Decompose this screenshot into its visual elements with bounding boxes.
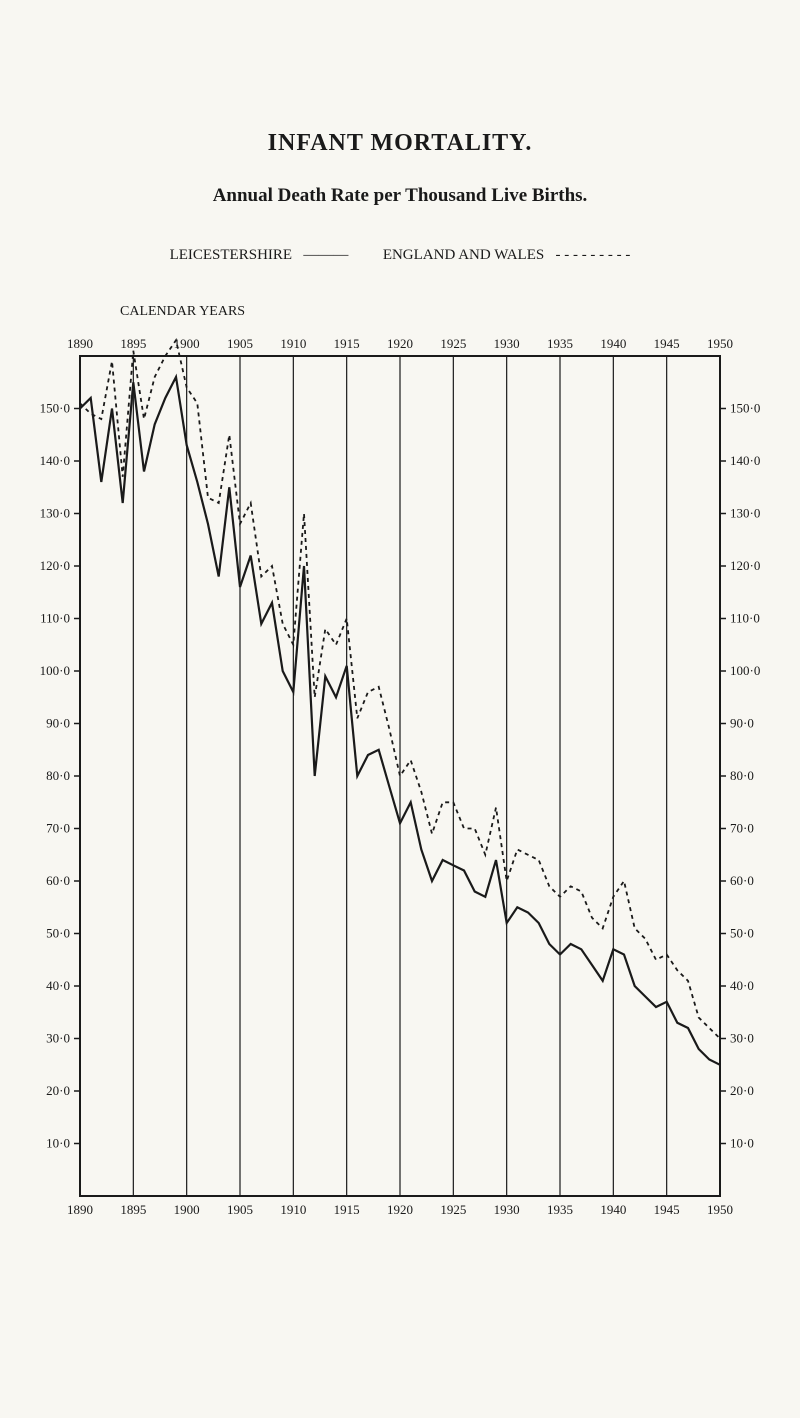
svg-text:1950: 1950 [707,1202,733,1217]
legend-label: ENGLAND AND WALES [383,247,544,263]
legend: LEICESTERSHIRE ——— ENGLAND AND WALES - -… [0,247,800,264]
page-title: INFANT MORTALITY. [0,130,800,157]
svg-text:1895: 1895 [120,336,146,351]
svg-text:50·0: 50·0 [46,926,70,941]
svg-text:1905: 1905 [227,336,253,351]
page: INFANT MORTALITY. Annual Death Rate per … [0,0,800,1418]
axis-title-calendar-years: CALENDAR YEARS [120,304,800,320]
svg-text:1930: 1930 [494,336,520,351]
svg-text:1900: 1900 [174,1202,200,1217]
svg-text:1925: 1925 [440,336,466,351]
svg-text:140·0: 140·0 [40,453,70,468]
svg-text:60·0: 60·0 [730,873,754,888]
page-subtitle: Annual Death Rate per Thousand Live Birt… [0,185,800,207]
svg-text:1895: 1895 [120,1202,146,1217]
svg-text:1930: 1930 [494,1202,520,1217]
svg-text:1945: 1945 [654,336,680,351]
svg-text:100·0: 100·0 [730,663,760,678]
svg-text:70·0: 70·0 [46,821,70,836]
svg-text:40·0: 40·0 [46,978,70,993]
svg-text:150·0: 150·0 [40,401,70,416]
legend-label: LEICESTERSHIRE [170,247,293,263]
svg-text:30·0: 30·0 [46,1031,70,1046]
svg-text:130·0: 130·0 [40,506,70,521]
svg-text:70·0: 70·0 [730,821,754,836]
svg-text:60·0: 60·0 [46,873,70,888]
svg-text:1915: 1915 [334,1202,360,1217]
svg-text:10·0: 10·0 [730,1136,754,1151]
svg-text:50·0: 50·0 [730,926,754,941]
svg-text:1905: 1905 [227,1202,253,1217]
legend-item-leicestershire: LEICESTERSHIRE ——— [170,247,353,263]
chart-svg: 150·0 150·0 140·0 140·0 130·0 130·0 120·0 120·0… [20,326,780,1226]
svg-text:1915: 1915 [334,336,360,351]
svg-text:120·0: 120·0 [40,558,70,573]
svg-text:1910: 1910 [280,336,306,351]
svg-text:90·0: 90·0 [46,716,70,731]
svg-text:1890: 1890 [67,336,93,351]
svg-text:150·0: 150·0 [730,401,760,416]
svg-text:30·0: 30·0 [730,1031,754,1046]
svg-text:10·0: 10·0 [46,1136,70,1151]
svg-text:100·0: 100·0 [40,663,70,678]
svg-text:140·0: 140·0 [730,453,760,468]
svg-text:110·0: 110·0 [40,611,70,626]
svg-text:1920: 1920 [387,336,413,351]
svg-text:1935: 1935 [547,1202,573,1217]
svg-text:40·0: 40·0 [730,978,754,993]
svg-text:1920: 1920 [387,1202,413,1217]
svg-text:80·0: 80·0 [46,768,70,783]
svg-text:130·0: 130·0 [730,506,760,521]
svg-text:1910: 1910 [280,1202,306,1217]
svg-text:1925: 1925 [440,1202,466,1217]
svg-text:1940: 1940 [600,336,626,351]
svg-text:110·0: 110·0 [730,611,760,626]
svg-text:1950: 1950 [707,336,733,351]
svg-text:1890: 1890 [67,1202,93,1217]
svg-text:20·0: 20·0 [730,1083,754,1098]
svg-text:1935: 1935 [547,336,573,351]
svg-text:90·0: 90·0 [730,716,754,731]
legend-item-england-wales: ENGLAND AND WALES - - - - - - - - - [383,247,631,263]
svg-text:1940: 1940 [600,1202,626,1217]
svg-text:120·0: 120·0 [730,558,760,573]
svg-text:1945: 1945 [654,1202,680,1217]
svg-text:80·0: 80·0 [730,768,754,783]
svg-text:20·0: 20·0 [46,1083,70,1098]
chart: 150·0 150·0 140·0 140·0 130·0 130·0 120·0 120·0… [20,326,780,1226]
